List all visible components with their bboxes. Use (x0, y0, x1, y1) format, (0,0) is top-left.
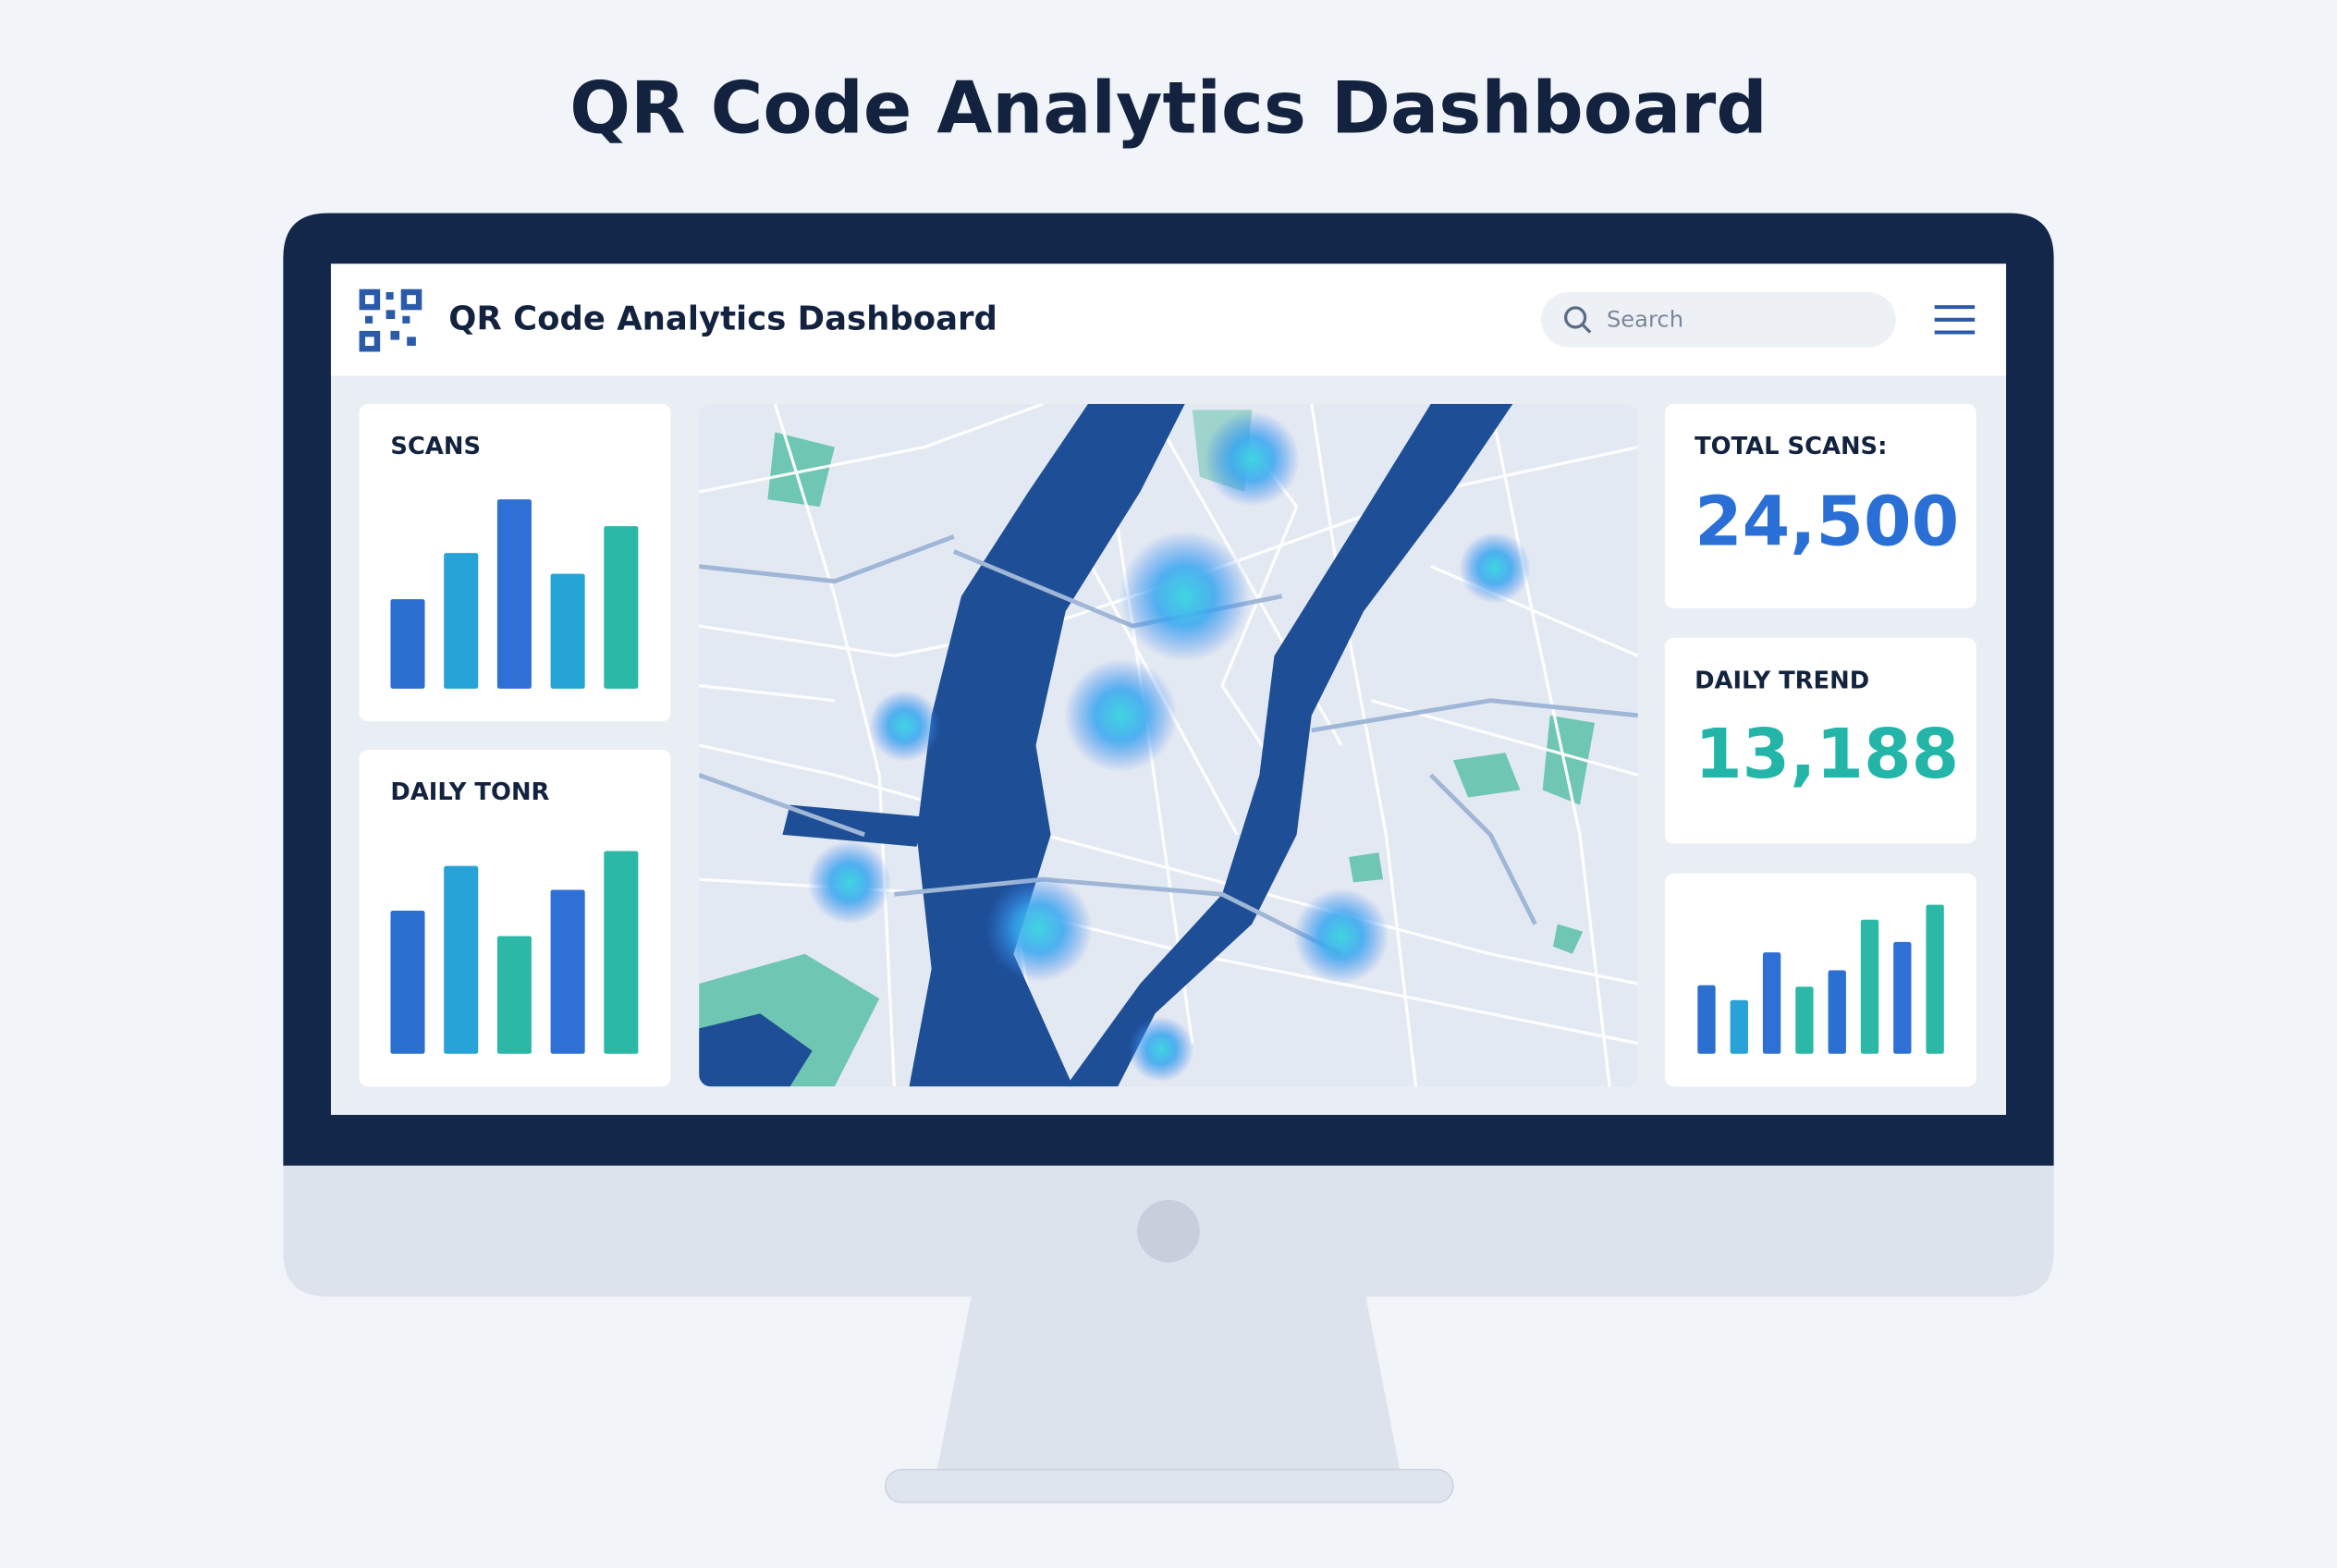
qr-icon (359, 288, 422, 352)
card-label: SCANS (390, 433, 481, 460)
search-icon (1564, 306, 1587, 329)
page-title: QR Code Analytics Dashboard (569, 67, 1767, 151)
camera (1137, 1199, 1200, 1263)
bar (1893, 941, 1912, 1054)
kpi-value: 13,188 (1695, 715, 1959, 794)
bar (1828, 970, 1846, 1054)
bar (1860, 919, 1879, 1054)
bar (550, 573, 585, 689)
bar (1762, 952, 1781, 1054)
menu-button[interactable] (1934, 305, 1976, 335)
card-label: TOTAL SCANS: (1695, 433, 1887, 460)
bar (496, 936, 532, 1054)
search-placeholder: Search (1607, 307, 1683, 333)
heat-map (699, 403, 1638, 1087)
search-box[interactable] (1541, 291, 1896, 348)
bar (390, 599, 425, 689)
card-label: DAILY TONR (390, 778, 549, 806)
bar (496, 499, 532, 689)
bar (390, 911, 425, 1054)
search-icon-handle (1582, 324, 1592, 334)
bar (1795, 986, 1814, 1054)
card-label: DAILY TREND (1695, 667, 1869, 694)
bar (444, 553, 479, 689)
monitor-stand (936, 1293, 1401, 1476)
monitor-base (884, 1468, 1454, 1503)
bar (604, 851, 639, 1054)
daily-trend-card (1664, 638, 1976, 844)
bar (444, 865, 479, 1054)
bar (550, 889, 585, 1054)
kpi-value: 24,500 (1695, 483, 1959, 562)
header-title: QR Code Analytics Dashboard (448, 300, 997, 338)
daily-card (359, 749, 671, 1087)
bar (1730, 999, 1748, 1054)
bar (604, 526, 639, 689)
bar (1926, 904, 1944, 1054)
total-scans-card (1664, 403, 1976, 608)
bar (1697, 985, 1716, 1054)
